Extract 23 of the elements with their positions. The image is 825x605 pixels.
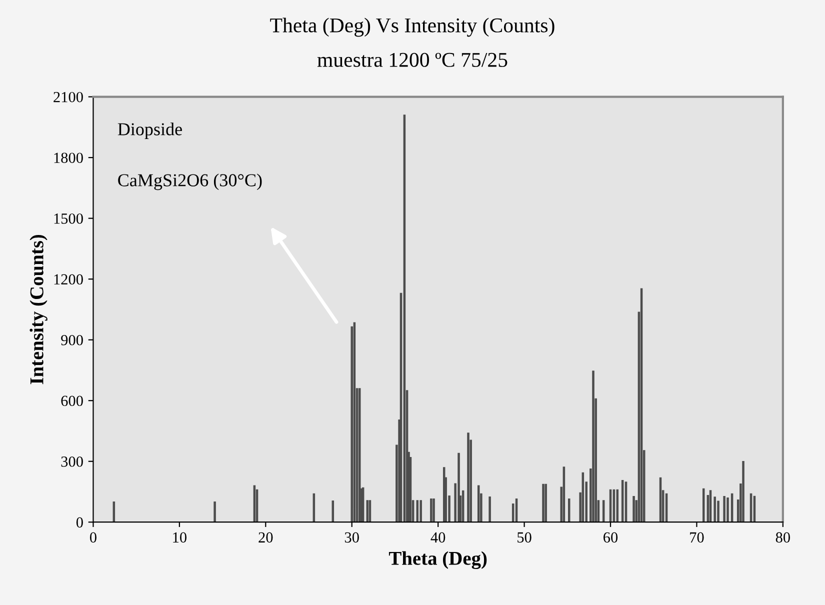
y-tick-label: 900: [61, 334, 83, 346]
chart-title: Theta (Deg) Vs Intensity (Counts): [270, 18, 554, 37]
x-tick-label: 20: [258, 532, 273, 543]
y-tick-label: 1500: [54, 213, 83, 224]
x-tick-label: 40: [430, 532, 446, 543]
x-tick-label: 70: [690, 532, 704, 543]
x-tick-label: 50: [518, 532, 532, 543]
annotation: Diopside: [118, 122, 182, 140]
y-axis-title: Intensity (Counts): [30, 234, 48, 384]
y-tick-label: 1200: [54, 274, 83, 285]
x-tick-label: 30: [344, 532, 359, 543]
y-tick-label: 600: [61, 396, 83, 406]
x-tick-label: 60: [604, 532, 618, 543]
x-tick-label: 0: [90, 532, 96, 543]
y-tick-label: 300: [61, 456, 83, 467]
x-tick-label: 10: [173, 532, 186, 543]
x-axis-title: Theta (Deg): [388, 551, 487, 570]
chart-subtitle: muestra 1200 ºC 75/25: [317, 52, 508, 67]
x-tick-label: 80: [776, 532, 790, 543]
y-tick-label: 2100: [54, 92, 83, 102]
y-tick-label: 0: [76, 517, 83, 528]
y-tick-label: 1800: [54, 152, 83, 164]
annotation: CaMgSi2O6 (30°C): [118, 174, 262, 190]
